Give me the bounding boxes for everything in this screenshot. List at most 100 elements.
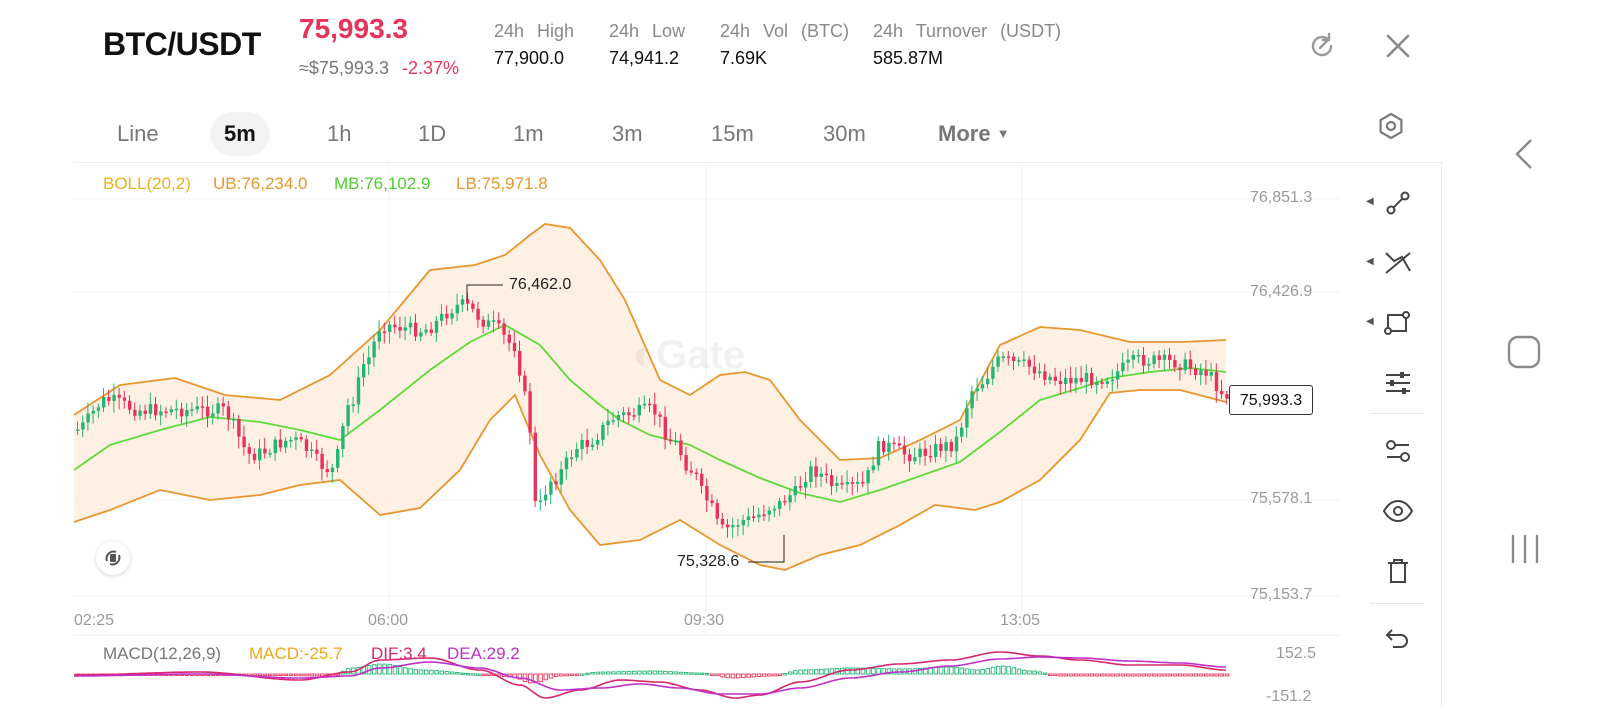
candle-body — [533, 432, 537, 502]
tab-line[interactable]: Line — [117, 121, 159, 146]
macd-bar — [1115, 673, 1121, 677]
trash-icon[interactable] — [1380, 553, 1416, 589]
candle-body — [476, 308, 480, 320]
macd-bar — [855, 667, 861, 675]
candle-body — [1131, 355, 1135, 360]
candle-body — [757, 514, 761, 518]
rectangle-icon[interactable] — [1380, 305, 1416, 341]
macd-bar — [777, 673, 783, 676]
time-axis-label: 02:25 — [74, 612, 115, 629]
candle-body — [1204, 370, 1208, 376]
macd-bar — [1027, 670, 1032, 675]
stat-turnover-value: 585.87M — [873, 48, 944, 68]
trend-line-icon[interactable] — [1380, 245, 1416, 281]
tab-1d[interactable]: 1D — [418, 121, 447, 146]
candle-body — [107, 397, 111, 401]
candle-body — [793, 486, 797, 496]
macd-bar — [1188, 673, 1193, 677]
candle-body — [622, 412, 626, 416]
macd-bar — [314, 673, 320, 677]
macd-bar — [413, 669, 419, 675]
pattern-icon[interactable] — [1380, 433, 1416, 469]
tab-3m[interactable]: 3m — [612, 121, 643, 146]
candle-body — [767, 510, 771, 515]
refresh-icon[interactable] — [1306, 30, 1338, 67]
candle-body — [975, 388, 979, 392]
macd-bar — [559, 673, 564, 677]
macd-bar — [990, 666, 996, 675]
undo-icon[interactable] — [1380, 621, 1416, 657]
tab-15m[interactable]: 15m — [711, 121, 754, 146]
tab-1m[interactable]: 1m — [513, 121, 544, 146]
candle-body — [648, 403, 652, 406]
eye-icon[interactable] — [1380, 493, 1416, 529]
candle-body — [362, 364, 366, 378]
candle-body — [497, 320, 501, 324]
candle-body — [258, 448, 262, 461]
candle-body — [1032, 366, 1037, 374]
candle-body — [861, 481, 865, 484]
boll-upper-line — [73, 223, 1227, 461]
candle-body — [616, 415, 621, 421]
candle-body — [211, 413, 215, 417]
tab-30m[interactable]: 30m — [823, 121, 866, 146]
candle-body — [148, 404, 153, 414]
macd-bar — [309, 673, 315, 677]
macd-bar — [985, 667, 991, 675]
candles — [76, 292, 1229, 539]
macd-bar — [429, 669, 434, 675]
time-axis-label: 09:30 — [684, 612, 725, 629]
back-nav-icon[interactable] — [1509, 136, 1541, 172]
close-icon[interactable] — [1382, 30, 1414, 67]
candle-body — [1162, 354, 1167, 360]
candle-body — [273, 439, 277, 454]
candle-body — [471, 303, 475, 309]
tab-more[interactable]: More ▼ — [924, 112, 1024, 156]
candle-body — [1157, 355, 1161, 360]
macd-bar — [1214, 673, 1219, 677]
candle-body — [1017, 360, 1021, 362]
home-nav-icon[interactable] — [1506, 334, 1542, 370]
candle-body — [689, 470, 693, 473]
chart-fullscreen-button[interactable] — [96, 541, 130, 575]
macd-dif-line — [74, 651, 1227, 699]
high-price-marker: 76,462.0 — [509, 276, 572, 293]
line-segment-icon[interactable] — [1380, 185, 1416, 221]
candle-body — [944, 442, 948, 451]
candle-body — [138, 410, 142, 416]
macd-bar — [652, 670, 658, 675]
candle-body — [720, 518, 725, 525]
candle-body — [76, 429, 80, 432]
candle-body — [804, 481, 808, 488]
macd-bar — [876, 668, 881, 675]
candle-body — [876, 440, 881, 466]
tab-1h[interactable]: 1h — [327, 121, 352, 146]
macd-bar — [517, 673, 523, 680]
candle-body — [195, 406, 199, 410]
tab-5m[interactable]: 5m — [210, 112, 270, 156]
expand-arrow-icon: ◀ — [1366, 256, 1374, 267]
recents-nav-icon[interactable] — [1508, 532, 1542, 566]
macd-bar — [1203, 673, 1209, 677]
candle-body — [601, 425, 605, 440]
macd-bar — [465, 672, 471, 676]
candle-body — [694, 472, 699, 475]
chart-settings-icon[interactable] — [1376, 111, 1406, 146]
candle-body — [102, 397, 106, 408]
candle-body — [154, 404, 158, 416]
price-change-percent: -2.37% — [402, 58, 460, 78]
toolbar-divider — [1370, 603, 1424, 604]
macd-bar — [1032, 670, 1037, 675]
macd-bar — [1146, 673, 1152, 677]
indicator-sliders-icon[interactable] — [1380, 365, 1416, 401]
candle-body — [918, 448, 922, 458]
macd-bar — [569, 673, 575, 676]
candle-body — [523, 375, 527, 392]
candle-body — [367, 357, 371, 365]
macd-bar — [735, 673, 741, 679]
macd-bar — [954, 666, 959, 675]
macd-bar — [252, 673, 257, 676]
macd-bar — [798, 669, 803, 675]
watermark: ◐Gate — [632, 333, 746, 377]
